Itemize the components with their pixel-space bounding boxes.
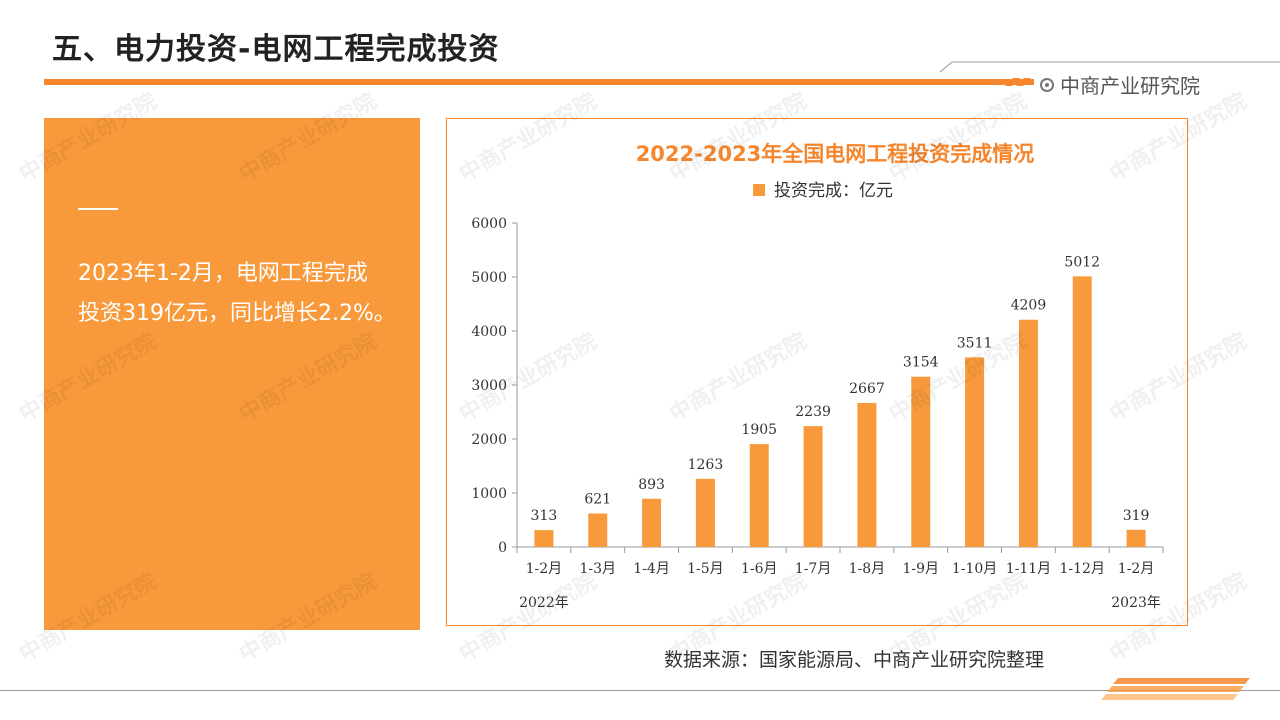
- footer-divider: [0, 690, 1280, 691]
- data-label: 893: [638, 477, 665, 493]
- summary-text: 2023年1-2月，电网工程完成 投资319亿元，同比增长2.2%。: [78, 254, 408, 334]
- data-label: 1905: [741, 422, 777, 438]
- bar: [965, 357, 985, 547]
- x-tick-label: 1-7月: [795, 561, 832, 577]
- data-label: 3154: [903, 355, 939, 371]
- y-tick-label: 3000: [471, 378, 507, 394]
- y-tick-label: 2000: [471, 432, 507, 448]
- source-note: 数据来源：国家能源局、中商产业研究院整理: [664, 649, 1045, 671]
- bar: [1072, 276, 1092, 547]
- legend-label: 投资完成：亿元: [774, 181, 893, 201]
- x-tick-label: 1-9月: [902, 561, 939, 577]
- y-tick-label: 1000: [471, 486, 507, 502]
- page-title: 五、电力投资-电网工程完成投资: [52, 32, 500, 67]
- data-label: 621: [584, 491, 611, 507]
- legend-swatch: [753, 184, 765, 196]
- bar: [588, 513, 608, 547]
- x-tick-label: 1-12月: [1060, 561, 1105, 577]
- bar: [803, 426, 823, 547]
- x-tick-label: 1-8月: [849, 561, 886, 577]
- x-tick-label: 1-11月: [1006, 561, 1051, 577]
- data-label: 1263: [688, 457, 724, 473]
- x-tick-label: 1-3月: [579, 561, 616, 577]
- data-label: 2239: [795, 404, 831, 420]
- data-label: 3511: [957, 335, 993, 351]
- bar: [749, 444, 769, 547]
- footer-stripes: [1101, 678, 1250, 700]
- bar: [1018, 319, 1038, 547]
- data-label: 4209: [1011, 298, 1047, 314]
- x-tick-label: 1-6月: [741, 561, 778, 577]
- data-label: 313: [531, 508, 558, 524]
- chart-frame: 2022-2023年全国电网工程投资完成情况投资完成：亿元 0 1000 2000 30…: [446, 118, 1188, 626]
- bar: [534, 530, 554, 547]
- data-label: 5012: [1064, 254, 1100, 270]
- data-label: 319: [1123, 508, 1150, 524]
- bar: [1126, 529, 1146, 547]
- year-label-2023: 2023年: [1111, 595, 1161, 611]
- x-tick-label: 1-5月: [687, 561, 724, 577]
- x-tick-label: 1-10月: [952, 561, 997, 577]
- year-label-2022: 2022年: [519, 595, 569, 611]
- y-tick-label: 6000: [471, 216, 507, 232]
- brand-circle-icon: [1040, 77, 1054, 92]
- x-tick-label: 1-2月: [1118, 561, 1155, 577]
- y-tick-label: 4000: [471, 324, 507, 340]
- summary-divider: [78, 208, 118, 210]
- bar: [857, 402, 877, 547]
- data-label: 2667: [849, 381, 885, 397]
- brand-name: 中商产业研究院: [1060, 74, 1200, 98]
- y-tick-label: 5000: [471, 270, 507, 286]
- bar: [642, 498, 662, 547]
- summary-line-2: 投资319亿元，同比增长2.2%。: [78, 301, 396, 326]
- bar: [695, 478, 715, 547]
- summary-panel: 2023年1-2月，电网工程完成 投资319亿元，同比增长2.2%。: [44, 118, 420, 630]
- y-tick-label: 0: [498, 540, 507, 556]
- summary-line-1: 2023年1-2月，电网工程完成: [78, 261, 368, 286]
- x-tick-label: 1-4月: [633, 561, 670, 577]
- header-accent-bar: [44, 79, 1034, 85]
- brand-logo: 中商产业研究院: [1040, 70, 1200, 99]
- bar: [911, 376, 931, 547]
- x-tick-label: 1-2月: [526, 561, 563, 577]
- chart-title: 2022-2023年全国电网工程投资完成情况: [636, 142, 1035, 166]
